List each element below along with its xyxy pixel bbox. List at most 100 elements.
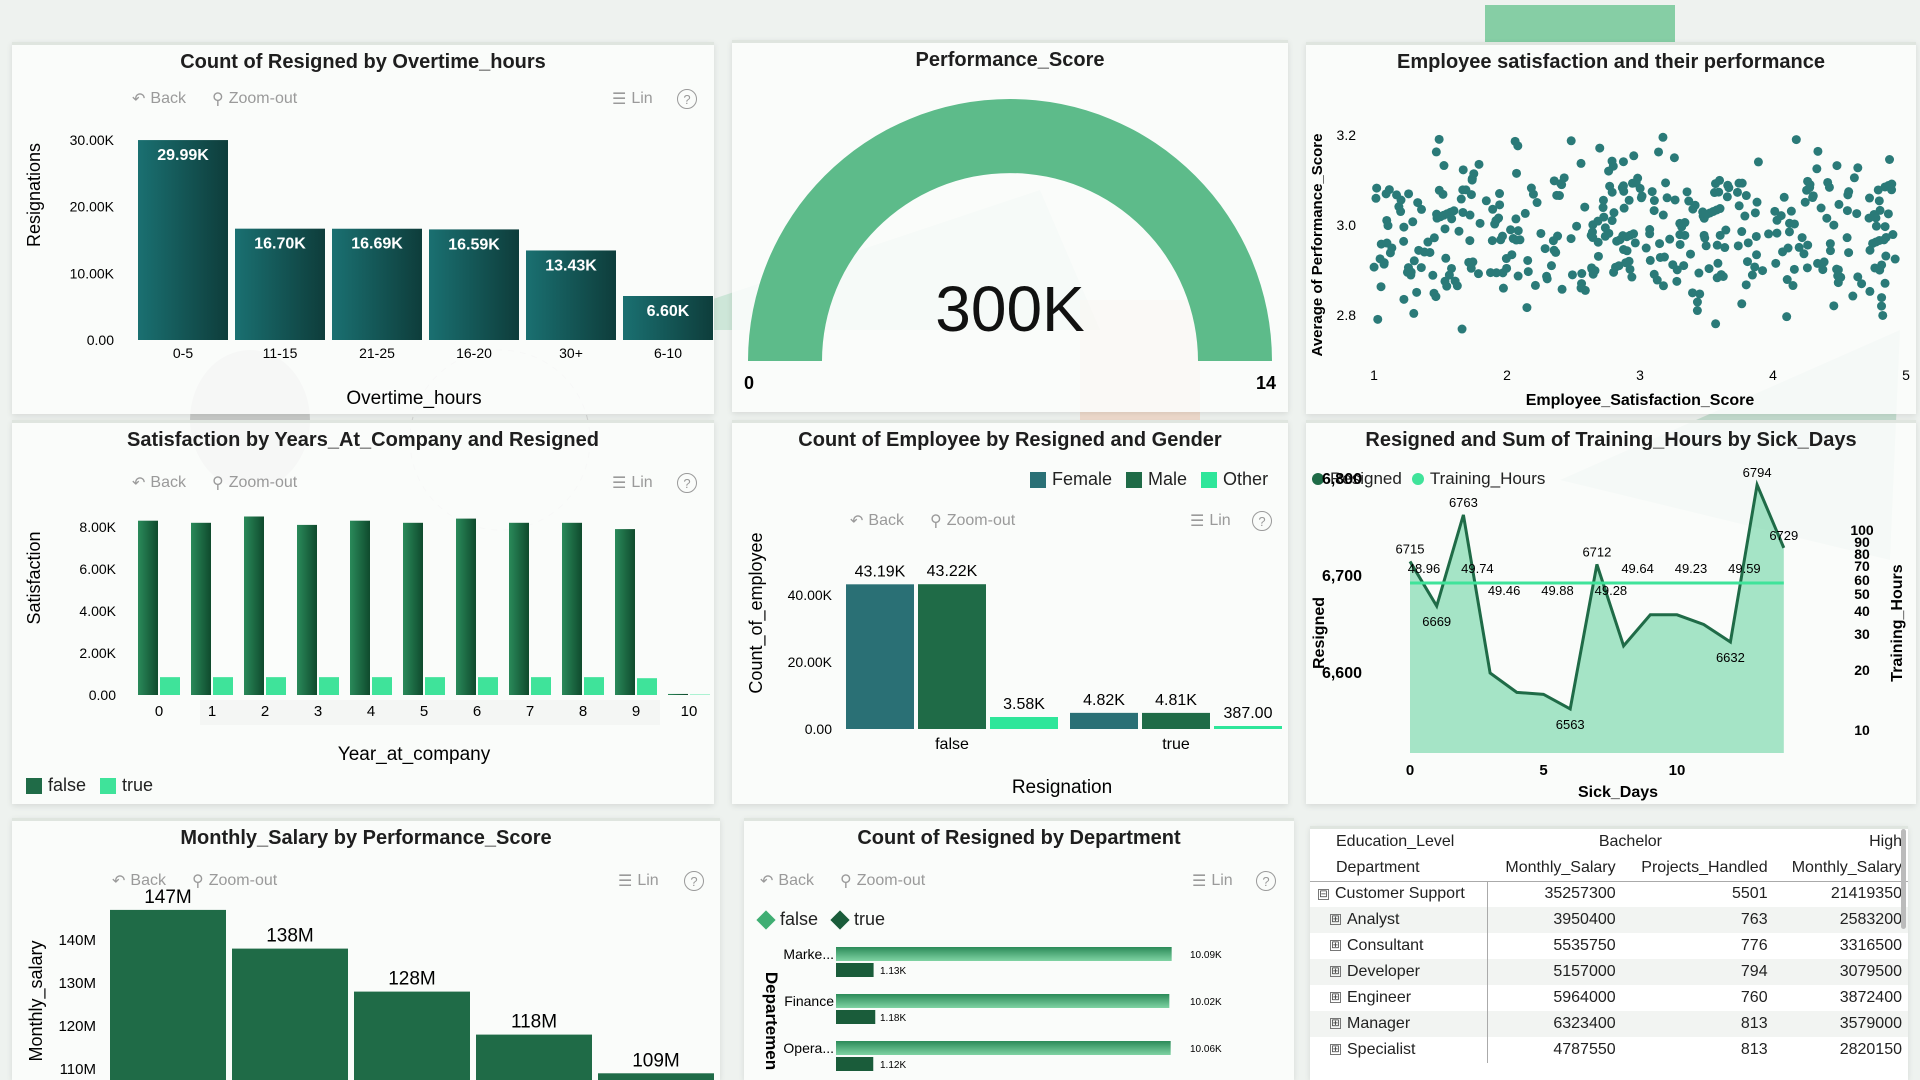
help-button[interactable]: ?: [684, 871, 704, 891]
help-button[interactable]: ?: [677, 473, 697, 493]
legend-male[interactable]: Male: [1126, 469, 1187, 490]
x-tick-label: 4: [367, 703, 375, 720]
legend-female[interactable]: Female: [1030, 469, 1112, 490]
scatter-point: [1885, 155, 1895, 165]
scatter-point: [1721, 225, 1731, 235]
help-button[interactable]: ?: [1252, 511, 1272, 531]
y-tick-label: 40.00K: [788, 587, 833, 603]
y-tick-label: 6,700: [1322, 568, 1362, 585]
expand-icon[interactable]: ⊞: [1330, 992, 1341, 1004]
scatter-point: [1627, 178, 1637, 188]
expand-icon[interactable]: ⊞: [1330, 1018, 1341, 1030]
legend-false[interactable]: false: [756, 909, 818, 930]
y-tick-label: 20.00K: [70, 199, 115, 215]
x-tick-label: false: [935, 736, 969, 753]
data-label: 49.64: [1621, 561, 1654, 576]
y-tick-label: Opera...: [783, 1040, 834, 1056]
satisfaction-scatter-plot: 3.2 3.0 2.8 1 2 3 4 5 Average of Performance_Sco…: [1309, 127, 1910, 409]
back-button[interactable]: ↶ Back: [760, 872, 814, 890]
data-label: 10.02K: [1190, 997, 1222, 1008]
table-row[interactable]: ⊞ Developer 5157000 794 3079500: [1310, 959, 1908, 985]
lin-button[interactable]: ☰ Lin: [612, 474, 653, 492]
bar: [918, 584, 986, 729]
help-button[interactable]: ?: [677, 89, 697, 109]
table-row[interactable]: ⊞ Specialist 4787550 813 2820150: [1310, 1037, 1908, 1063]
zoom-out-button[interactable]: ⚲ Zoom-out: [212, 90, 298, 108]
expand-icon[interactable]: ⊞: [1330, 966, 1341, 978]
data-label: 109M: [632, 1050, 680, 1071]
legend-swatch: [26, 777, 42, 794]
legend-dot: [1312, 473, 1324, 485]
legend-true[interactable]: true: [830, 909, 885, 930]
legend-false[interactable]: false: [26, 775, 86, 796]
expand-icon[interactable]: ⊞: [1330, 1044, 1341, 1056]
collapse-icon[interactable]: ⊟: [1318, 888, 1329, 900]
data-label: 3.58K: [1003, 696, 1045, 713]
y-tick-label: 130M: [58, 975, 96, 992]
scatter-point: [1432, 209, 1442, 219]
back-icon: ↶: [850, 513, 864, 530]
data-label: 48.96: [1408, 561, 1441, 576]
scatter-point: [1658, 210, 1668, 220]
legend-true[interactable]: true: [100, 775, 153, 796]
lin-button[interactable]: ☰ Lin: [1190, 512, 1231, 530]
scatter-point: [1629, 229, 1639, 239]
y-tick-label: Finance: [784, 993, 834, 1009]
scatter-point: [1661, 178, 1671, 188]
lin-button[interactable]: ☰ Lin: [1192, 872, 1233, 890]
y2-tick-label: 40: [1854, 603, 1870, 619]
y-tick-label: 2.8: [1337, 307, 1357, 323]
salary-chart-panel: Monthly_Salary by Performance_Score ↶ Bac…: [12, 818, 720, 1080]
table-row[interactable]: ⊟ Customer Support 35257300 5501 21419350: [1310, 881, 1908, 907]
legend-other[interactable]: Other: [1201, 469, 1268, 490]
help-button[interactable]: ?: [1256, 871, 1276, 891]
scatter-point: [1675, 230, 1685, 240]
legend-resigned[interactable]: Resigned: [1312, 469, 1402, 489]
scatter-point: [1881, 251, 1891, 261]
table-row[interactable]: ⊞ Manager 6323400 813 3579000: [1310, 1011, 1908, 1037]
table-cell: 813: [1740, 1041, 1768, 1058]
table-row[interactable]: ⊞ Engineer 5964000 760 3872400: [1310, 985, 1908, 1011]
y-axis-label: Departemen: [762, 972, 781, 1070]
scatter-point: [1629, 151, 1639, 161]
table-row[interactable]: ⊞ Analyst 3950400 763 2583200: [1310, 907, 1908, 933]
table-cell: 5157000: [1487, 959, 1622, 985]
bar: [1214, 726, 1282, 729]
expand-icon[interactable]: ⊞: [1330, 914, 1341, 926]
data-label: 1.13K: [880, 966, 906, 977]
scatter-point: [1491, 216, 1501, 226]
scatter-point: [1848, 291, 1858, 301]
table-row[interactable]: ⊞ Consultant 5535750 776 3316500: [1310, 933, 1908, 959]
matrix-scrollbar[interactable]: [1901, 829, 1906, 929]
zoom-out-button[interactable]: ⚲ Zoom-out: [840, 872, 926, 890]
legend-training-hours[interactable]: Training_Hours: [1411, 469, 1545, 489]
scatter-point: [1381, 189, 1391, 199]
back-button[interactable]: ↶ Back: [132, 474, 186, 492]
bar-false: [297, 524, 317, 695]
scatter-point: [1371, 193, 1381, 203]
back-button[interactable]: ↶ Back: [850, 512, 904, 530]
back-button[interactable]: ↶ Back: [132, 90, 186, 108]
data-label: 16.69K: [351, 236, 403, 253]
scatter-point: [1458, 185, 1468, 195]
list-icon: ☰: [612, 91, 627, 108]
data-label: 128M: [388, 969, 436, 990]
lin-button[interactable]: ☰ Lin: [618, 872, 659, 890]
scatter-point: [1833, 265, 1843, 275]
expand-icon[interactable]: ⊞: [1330, 940, 1341, 952]
lin-button[interactable]: ☰ Lin: [612, 90, 653, 108]
scatter-point: [1532, 198, 1542, 208]
back-button[interactable]: ↶ Back: [112, 872, 166, 890]
zoom-out-button[interactable]: ⚲ Zoom-out: [192, 872, 278, 890]
scatter-point: [1784, 227, 1794, 237]
scatter-point: [1694, 268, 1704, 278]
scatter-point: [1658, 132, 1668, 142]
zoom-out-button[interactable]: ⚲ Zoom-out: [930, 512, 1016, 530]
y-tick-label: 140M: [58, 932, 96, 949]
scatter-point: [1454, 226, 1464, 236]
scatter-point: [1542, 274, 1552, 284]
x-tick-label: 0: [1406, 762, 1414, 779]
scatter-point: [1464, 257, 1474, 267]
scatter-point: [1530, 280, 1540, 290]
row-label: ⊞ Consultant: [1310, 933, 1488, 959]
